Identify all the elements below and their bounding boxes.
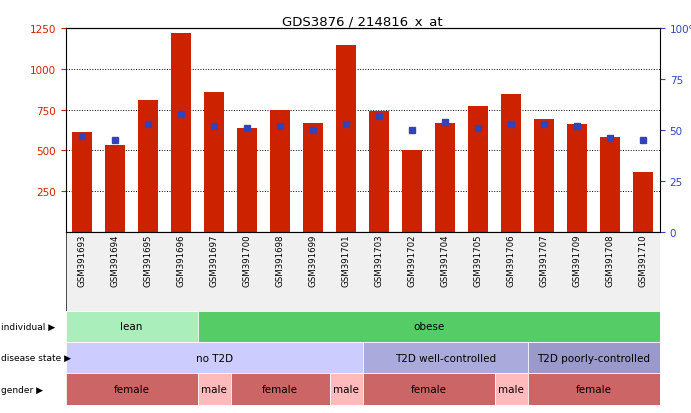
Bar [363,342,528,373]
Bar [138,101,158,233]
Bar [231,373,330,405]
Text: male: male [333,384,359,394]
Bar [528,373,660,405]
Text: T2D well-controlled: T2D well-controlled [395,353,496,363]
Bar [634,172,653,233]
Bar [435,123,455,233]
Text: GSM391698: GSM391698 [276,234,285,287]
Text: individual ▶: individual ▶ [1,322,55,331]
Bar [337,46,356,233]
Text: female: female [114,384,150,394]
Bar [363,373,495,405]
Text: female: female [263,384,299,394]
Text: GSM391708: GSM391708 [606,234,615,287]
Bar [534,119,554,233]
Text: T2D poorly-controlled: T2D poorly-controlled [538,353,650,363]
Text: obese: obese [413,321,444,331]
Bar [237,128,257,233]
Text: lean: lean [120,321,143,331]
Text: female: female [411,384,447,394]
Text: GSM391703: GSM391703 [375,234,384,287]
Text: GSM391695: GSM391695 [144,234,153,287]
Text: GSM391702: GSM391702 [408,234,417,287]
Bar [66,342,363,373]
Bar [66,311,198,342]
Text: disease state ▶: disease state ▶ [1,353,71,362]
Text: GSM391709: GSM391709 [573,234,582,287]
Bar [402,150,422,233]
Text: female: female [576,384,612,394]
Title: GDS3876 / 214816_x_at: GDS3876 / 214816_x_at [283,15,443,28]
Bar [600,137,621,233]
Bar [205,93,224,233]
Text: gender ▶: gender ▶ [1,385,44,394]
Bar [370,112,389,233]
Text: GSM391707: GSM391707 [540,234,549,287]
Text: GSM391699: GSM391699 [309,234,318,286]
Bar [73,133,92,233]
Bar [495,373,528,405]
Text: male: male [201,384,227,394]
Bar [567,125,587,233]
Bar [105,145,125,233]
Text: GSM391696: GSM391696 [177,234,186,287]
Bar [330,373,363,405]
Text: GSM391710: GSM391710 [639,234,648,287]
Text: GSM391704: GSM391704 [441,234,450,287]
Bar [502,95,521,233]
Text: GSM391705: GSM391705 [474,234,483,287]
Bar [66,373,198,405]
Text: GSM391697: GSM391697 [209,234,219,287]
Bar [171,34,191,233]
Bar [303,124,323,233]
Text: GSM391706: GSM391706 [507,234,516,287]
Text: GSM391700: GSM391700 [243,234,252,287]
Bar [270,111,290,233]
Bar [528,342,660,373]
Text: GSM391694: GSM391694 [111,234,120,287]
Text: no T2D: no T2D [196,353,233,363]
Bar [468,106,489,233]
Text: GSM391701: GSM391701 [342,234,351,287]
Text: male: male [498,384,524,394]
Text: GSM391693: GSM391693 [77,234,86,287]
Bar [198,311,660,342]
Bar [198,373,231,405]
